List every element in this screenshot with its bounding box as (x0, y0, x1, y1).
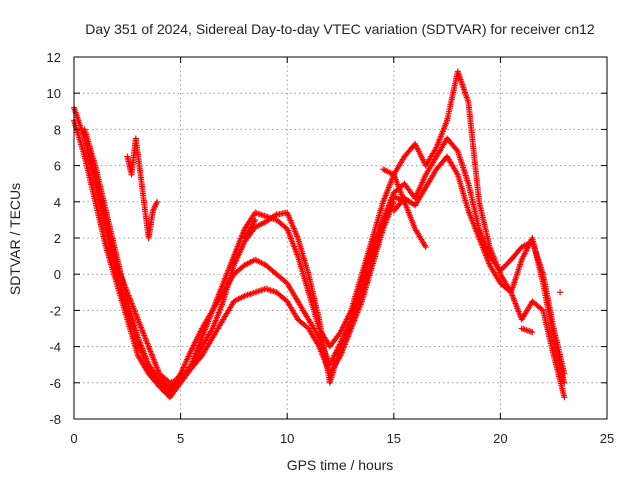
y-tick-label: 2 (54, 231, 61, 246)
chart-title: Day 351 of 2024, Sidereal Day-to-day VTE… (85, 21, 595, 37)
data-point (561, 379, 568, 386)
y-tick-label: -6 (49, 376, 61, 391)
data-point (529, 329, 536, 336)
x-tick-label: 25 (600, 431, 614, 446)
y-axis-label: SDTVAR / TECUs (7, 183, 23, 295)
x-tick-label: 15 (387, 431, 401, 446)
y-tick-label: 8 (54, 122, 61, 137)
y-tick-label: 0 (54, 267, 61, 282)
x-tick-label: 5 (177, 431, 184, 446)
data-point (422, 244, 429, 251)
y-tick-label: -4 (49, 340, 61, 355)
y-tick-label: 4 (54, 195, 61, 210)
data-point (557, 289, 564, 296)
series-track-7 (390, 153, 568, 386)
x-tick-label: 20 (493, 431, 507, 446)
series-track-8 (124, 135, 564, 336)
data-point (252, 216, 259, 223)
x-axis-label: GPS time / hours (287, 457, 394, 473)
markers (71, 68, 568, 401)
x-tick-label: 0 (70, 431, 77, 446)
data-point (154, 198, 161, 205)
data-point (561, 394, 568, 401)
y-tick-label: 10 (47, 86, 61, 101)
ticks: 0 5 10 15 20 25 -8 -6 -4 -2 0 2 4 6 8 10 12 (47, 50, 615, 446)
x-tick-label: 10 (280, 431, 294, 446)
y-tick-label: 12 (47, 50, 61, 65)
y-tick-label: 6 (54, 159, 61, 174)
data-point (390, 198, 397, 205)
y-tick-label: -2 (49, 303, 61, 318)
y-tick-label: -8 (49, 412, 61, 427)
data-point (272, 212, 279, 219)
series-track-4 (81, 135, 397, 386)
